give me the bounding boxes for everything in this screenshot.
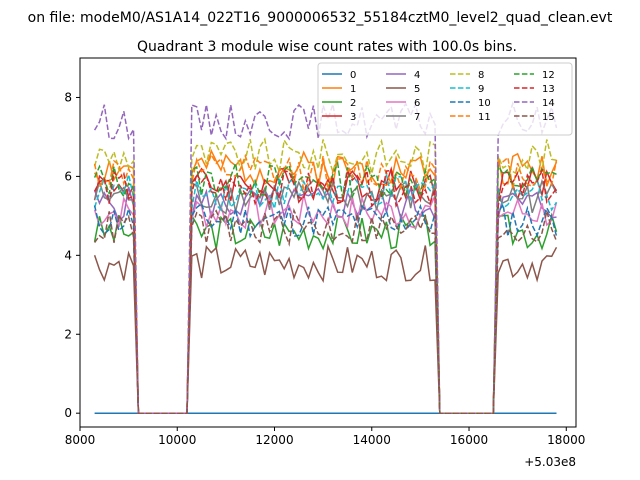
y-tick-label: 8 (64, 90, 72, 104)
x-tick-label: 14000 (353, 433, 391, 447)
legend-label-8: 8 (478, 70, 484, 81)
y-tick-label: 4 (64, 248, 72, 262)
legend-label-15: 15 (542, 112, 555, 123)
x-tick-label: 18000 (547, 433, 585, 447)
figure-suptitle: on file: modeM0/AS1A14_022T16_9000006532… (28, 10, 613, 26)
legend-label-9: 9 (478, 84, 484, 95)
x-tick-label: 12000 (255, 433, 293, 447)
series-line-13 (93, 167, 558, 414)
x-offset-label: +5.03e8 (524, 455, 576, 469)
legend-label-2: 2 (350, 98, 356, 109)
plot-series (93, 100, 558, 414)
legend-label-1: 1 (350, 84, 356, 95)
x-tick-label: 8000 (65, 433, 96, 447)
series-line-14 (93, 100, 558, 414)
x-axis: 8000 10000 12000 14000 16000 18000 (65, 427, 585, 447)
series-line-15 (93, 207, 558, 414)
legend-label-13: 13 (542, 84, 555, 95)
series-line-8 (93, 137, 557, 414)
x-tick-label: 10000 (158, 433, 196, 447)
y-tick-label: 0 (64, 406, 72, 420)
y-tick-label: 6 (64, 169, 72, 183)
legend-label-3: 3 (350, 112, 356, 123)
legend-label-5: 5 (414, 84, 420, 95)
legend-label-10: 10 (478, 98, 491, 109)
legend-label-12: 12 (542, 70, 555, 81)
legend-label-14: 14 (542, 98, 555, 109)
legend-label-4: 4 (414, 70, 420, 81)
axes-frame (79, 57, 577, 428)
legend-label-0: 0 (350, 70, 356, 81)
chart-title: Quadrant 3 module wise count rates with … (137, 39, 517, 55)
legend-label-11: 11 (478, 112, 491, 123)
x-tick-label: 16000 (450, 433, 488, 447)
y-tick-label: 2 (64, 327, 72, 341)
legend-label-6: 6 (414, 98, 420, 109)
legend-frame (317, 62, 573, 136)
legend-label-7: 7 (414, 112, 420, 123)
y-axis: 0 2 4 6 8 (64, 90, 80, 420)
